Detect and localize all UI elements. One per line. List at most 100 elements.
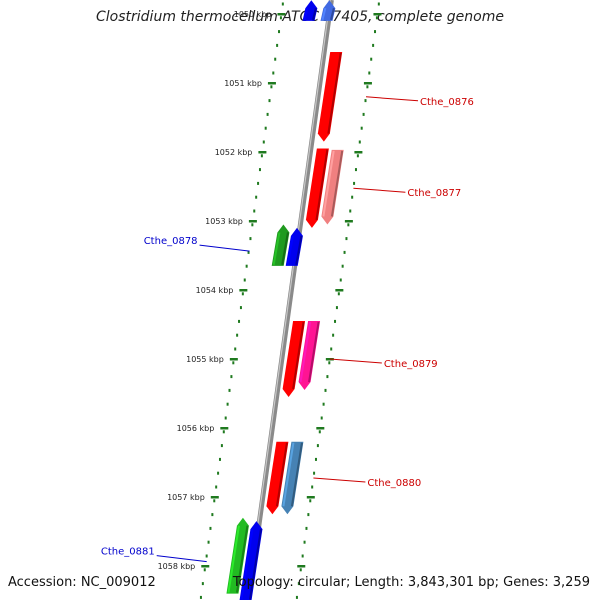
tick-layer <box>199 2 382 599</box>
outer-tick <box>324 388 327 392</box>
outer-tick <box>322 402 325 406</box>
inner-tick <box>218 457 221 461</box>
outer-tick <box>353 181 356 185</box>
outer-tick <box>341 264 344 268</box>
major-tick <box>335 289 344 292</box>
inner-tick <box>205 554 208 558</box>
feature-layer <box>226 0 344 600</box>
outer-tick <box>345 237 348 241</box>
inner-tick <box>251 223 254 227</box>
kbp-label: 1056 kbp <box>177 424 215 433</box>
outer-tick <box>351 195 354 199</box>
outer-tick <box>326 375 329 379</box>
outer-tick <box>303 540 306 544</box>
major-tick <box>201 565 210 568</box>
inner-tick <box>199 595 202 599</box>
gene-arrow-highlight <box>272 232 281 266</box>
outer-tick <box>370 57 373 61</box>
inner-tick <box>262 140 265 144</box>
kbp-label: 1051 kbp <box>224 79 262 88</box>
inner-tick <box>266 112 269 116</box>
outer-tick <box>328 361 331 365</box>
inner-tick <box>276 43 279 47</box>
inner-tick <box>274 57 277 61</box>
inner-tick <box>236 333 239 337</box>
outer-tick <box>305 526 308 530</box>
gene-arrow-shadow <box>292 321 305 390</box>
gene-label: Cthe_0879 <box>384 359 438 370</box>
major-tick <box>354 151 363 154</box>
accession-text: Accession: NC_009012 <box>8 575 156 590</box>
major-tick <box>316 427 325 430</box>
outer-tick <box>316 444 319 448</box>
inner-tick <box>217 471 220 475</box>
major-tick <box>267 82 276 85</box>
inner-tick <box>215 485 218 489</box>
outer-tick <box>299 568 302 572</box>
outer-tick <box>309 499 312 503</box>
outer-tick <box>301 554 304 558</box>
outer-tick <box>374 30 377 34</box>
inner-tick <box>220 444 223 448</box>
outer-tick <box>295 595 298 599</box>
inner-tick <box>278 30 281 34</box>
inner-tick <box>245 264 248 268</box>
inner-tick <box>201 582 204 586</box>
leader-line <box>199 244 250 252</box>
topology-text: Topology: circular; Length: 3,843,301 bp… <box>232 575 590 590</box>
outer-tick <box>339 278 342 282</box>
major-tick <box>210 496 219 499</box>
kbp-label: 1054 kbp <box>196 286 234 295</box>
outer-tick <box>320 416 323 420</box>
outer-tick <box>364 99 367 103</box>
gene-label: Cthe_0880 <box>367 478 421 489</box>
inner-tick <box>272 71 275 75</box>
major-tick <box>344 220 353 223</box>
inner-tick <box>224 416 227 420</box>
gene-arrow-highlight <box>306 149 320 221</box>
major-tick <box>248 220 257 223</box>
gene-arrow-shadow <box>275 442 288 507</box>
major-tick <box>306 496 315 499</box>
major-tick <box>277 13 286 16</box>
inner-tick <box>258 168 261 172</box>
cds-arrow-shadow <box>290 442 303 507</box>
gene-arrow-shadow <box>327 52 342 134</box>
kbp-label: 1058 kbp <box>158 562 196 571</box>
kbp-label: 1055 kbp <box>186 355 224 364</box>
cds-arrow-highlight <box>322 150 335 217</box>
inner-tick <box>281 2 284 6</box>
major-tick <box>220 427 229 430</box>
major-tick <box>239 289 248 292</box>
outer-tick <box>362 112 365 116</box>
inner-tick <box>203 568 206 572</box>
outer-tick <box>356 154 359 158</box>
gene-label: Cthe_0876 <box>420 97 474 108</box>
kbp-label: 1053 kbp <box>205 217 243 226</box>
outer-tick <box>313 471 316 475</box>
cds-arrow-shadow <box>330 150 344 217</box>
outer-tick <box>375 16 378 20</box>
inner-tick <box>279 16 282 20</box>
major-tick <box>229 358 238 361</box>
cds-arrow-shadow <box>330 7 335 21</box>
outer-tick <box>330 347 333 351</box>
outer-tick <box>347 223 350 227</box>
outer-tick <box>337 292 340 296</box>
kbp-label: 1057 kbp <box>167 493 205 502</box>
cds-arrow-highlight <box>282 442 295 507</box>
outer-tick <box>332 333 335 337</box>
gene-arrow-highlight <box>318 52 334 134</box>
inner-tick <box>257 181 260 185</box>
outer-tick <box>360 126 363 130</box>
cds-arrow-shadow <box>308 321 320 383</box>
inner-tick <box>238 319 241 323</box>
outer-tick <box>358 140 361 144</box>
inner-tick <box>268 99 271 103</box>
leader-line <box>156 555 207 563</box>
outer-tick <box>307 513 310 517</box>
gene-arrow-shadow <box>235 525 249 593</box>
inner-tick <box>255 195 258 199</box>
outer-tick <box>297 582 300 586</box>
kbp-label: 1050 kbp <box>234 10 272 19</box>
